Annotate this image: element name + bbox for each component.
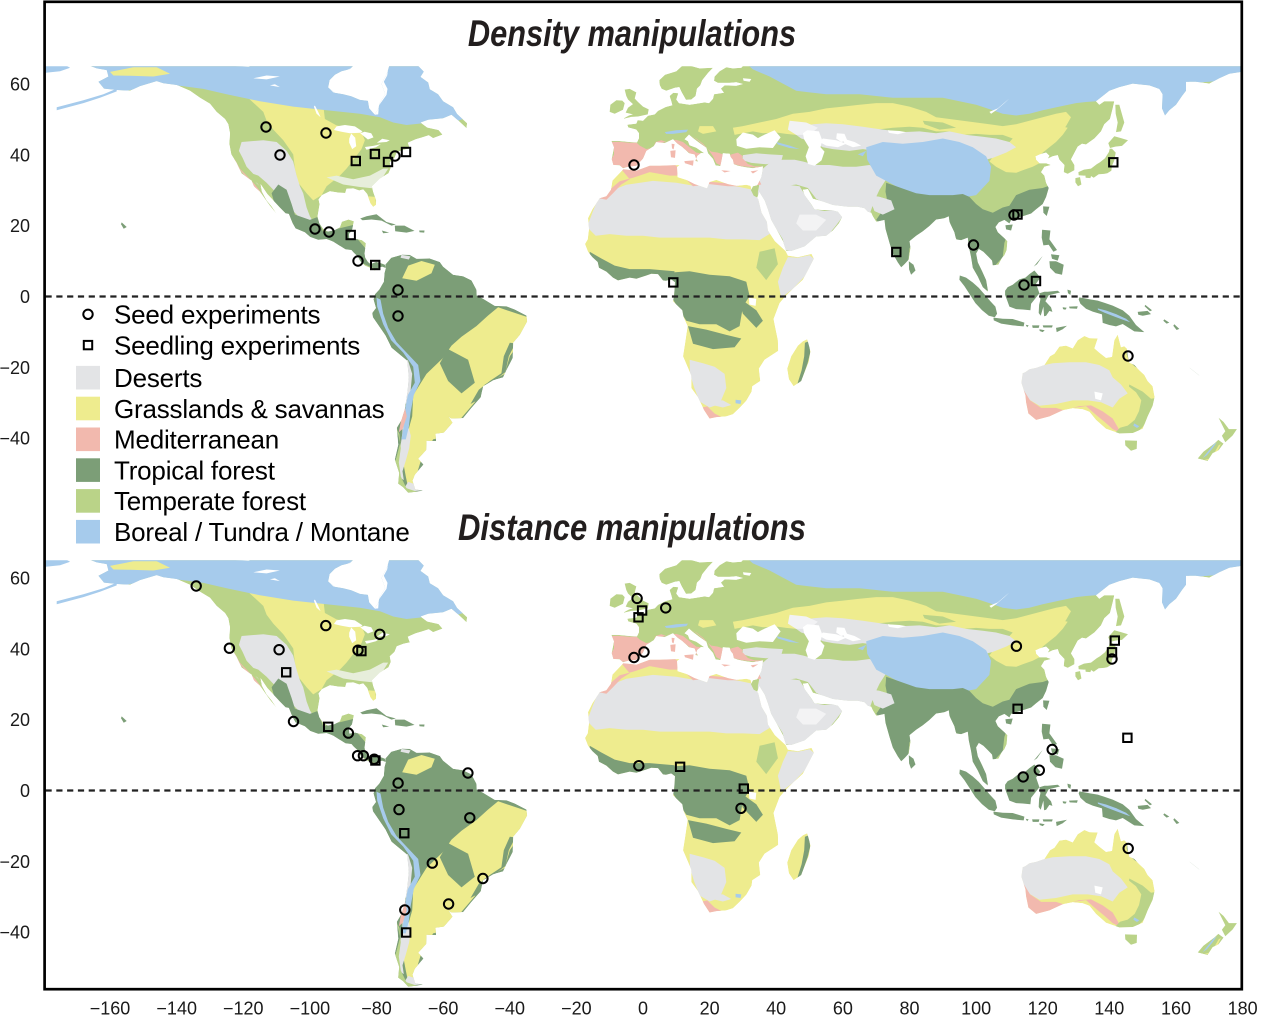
svg-text:−20: −20 <box>0 358 30 378</box>
svg-text:Boreal / Tundra / Montane: Boreal / Tundra / Montane <box>114 517 410 547</box>
svg-text:Seedling experiments: Seedling experiments <box>114 330 360 360</box>
svg-text:40: 40 <box>10 639 30 659</box>
svg-text:Mediterranean: Mediterranean <box>114 425 279 455</box>
svg-text:−140: −140 <box>156 999 197 1019</box>
svg-text:100: 100 <box>961 999 991 1019</box>
svg-text:20: 20 <box>10 710 30 730</box>
svg-text:160: 160 <box>1161 999 1191 1019</box>
svg-text:Density manipulations: Density manipulations <box>468 13 796 54</box>
svg-text:80: 80 <box>899 999 919 1019</box>
svg-text:Seed experiments: Seed experiments <box>114 300 321 330</box>
svg-text:60: 60 <box>10 75 30 95</box>
svg-text:Deserts: Deserts <box>114 363 202 393</box>
svg-text:−100: −100 <box>290 999 331 1019</box>
svg-text:−40: −40 <box>0 429 30 449</box>
svg-text:180: 180 <box>1228 999 1258 1019</box>
svg-text:140: 140 <box>1094 999 1124 1019</box>
svg-text:−40: −40 <box>495 999 526 1019</box>
svg-text:60: 60 <box>10 569 30 589</box>
svg-text:20: 20 <box>10 216 30 236</box>
svg-text:20: 20 <box>700 999 720 1019</box>
svg-text:−40: −40 <box>0 923 30 943</box>
svg-text:−20: −20 <box>0 852 30 872</box>
svg-text:−160: −160 <box>90 999 131 1019</box>
svg-text:60: 60 <box>833 999 853 1019</box>
svg-text:−80: −80 <box>361 999 392 1019</box>
svg-text:Tropical forest: Tropical forest <box>114 455 276 485</box>
svg-text:0: 0 <box>20 287 30 307</box>
svg-text:−20: −20 <box>561 999 592 1019</box>
svg-text:Grasslands & savannas: Grasslands & savannas <box>114 394 385 424</box>
svg-text:120: 120 <box>1028 999 1058 1019</box>
svg-text:40: 40 <box>10 145 30 165</box>
svg-text:−120: −120 <box>223 999 264 1019</box>
svg-text:40: 40 <box>766 999 786 1019</box>
svg-text:0: 0 <box>20 781 30 801</box>
svg-text:Distance manipulations: Distance manipulations <box>458 507 806 548</box>
svg-text:−60: −60 <box>428 999 459 1019</box>
svg-text:0: 0 <box>638 999 648 1019</box>
svg-text:Temperate forest: Temperate forest <box>114 486 307 516</box>
